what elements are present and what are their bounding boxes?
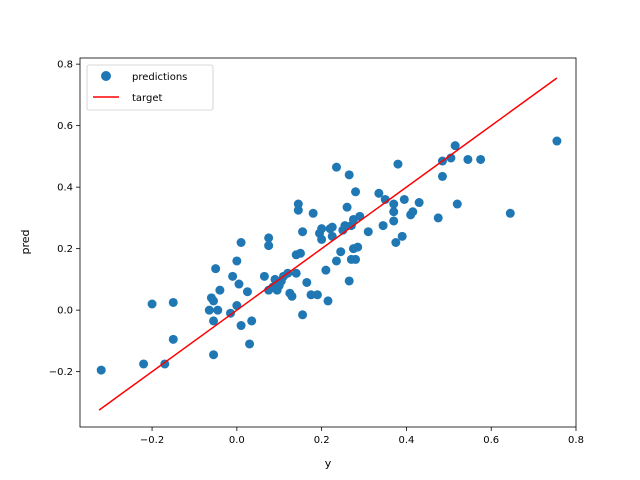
x-axis-label: y: [325, 457, 332, 470]
prediction-point: [317, 224, 327, 234]
x-tick-label: 0.6: [483, 435, 499, 446]
prediction-point: [232, 256, 242, 266]
prediction-point: [168, 297, 178, 307]
prediction-point: [247, 316, 257, 326]
prediction-point: [291, 268, 301, 278]
prediction-point: [139, 359, 149, 369]
prediction-point: [264, 241, 274, 251]
prediction-point: [378, 221, 388, 231]
prediction-point: [293, 205, 303, 215]
prediction-point: [452, 199, 462, 209]
target-line: [98, 77, 558, 411]
prediction-point: [264, 233, 274, 243]
prediction-point: [259, 271, 269, 281]
prediction-point: [552, 136, 562, 146]
prediction-point: [168, 334, 178, 344]
prediction-point: [389, 207, 399, 217]
prediction-point: [321, 265, 331, 275]
prediction-point: [295, 248, 305, 258]
prediction-point: [391, 238, 401, 247]
x-tick-label: 0.8: [568, 435, 584, 446]
legend-box: [86, 64, 214, 111]
prediction-point: [344, 170, 354, 180]
prediction-point: [242, 287, 252, 297]
legend-target-label: target: [132, 93, 162, 104]
x-tick-label: 0.4: [398, 435, 414, 446]
prediction-point: [331, 256, 341, 266]
x-tick-label: 0.2: [314, 435, 330, 446]
prediction-point: [209, 296, 219, 306]
y-tick-label: 0.8: [57, 60, 73, 71]
prediction-point: [213, 305, 223, 315]
prediction-point: [331, 162, 341, 172]
y-axis-ticks: −0.2 0.0 0.2 0.4 0.6 0.8: [49, 60, 80, 378]
axes-frame: [79, 57, 577, 428]
prediction-point: [433, 213, 443, 223]
prediction-point: [351, 187, 361, 197]
legend-predictions-marker: [101, 71, 111, 81]
y-tick-label: 0.4: [57, 183, 73, 194]
prediction-point: [505, 208, 515, 218]
prediction-point: [336, 247, 346, 257]
prediction-point: [317, 234, 327, 244]
prediction-point: [209, 316, 219, 326]
prediction-point: [344, 276, 354, 286]
prediction-point: [340, 221, 350, 231]
prediction-point: [397, 231, 407, 241]
prediction-point: [234, 279, 244, 289]
prediction-point: [342, 202, 352, 212]
prediction-point: [351, 254, 361, 264]
prediction-point: [236, 321, 246, 331]
plot-marks: [96, 77, 562, 411]
prediction-point: [245, 339, 255, 349]
legend: predictions target: [86, 64, 214, 111]
prediction-point: [298, 310, 308, 320]
y-tick-label: −0.2: [49, 367, 73, 378]
prediction-point: [308, 208, 318, 218]
y-tick-label: 0.2: [57, 244, 73, 255]
prediction-point: [209, 350, 219, 360]
prediction-point: [450, 141, 460, 151]
prediction-point: [393, 159, 403, 169]
prediction-point: [327, 222, 337, 232]
prediction-point: [323, 296, 333, 306]
x-axis-ticks: −0.2 0.0 0.2 0.4 0.6 0.8: [140, 427, 584, 446]
prediction-point: [306, 290, 316, 300]
prediction-point: [228, 271, 238, 281]
prediction-point: [353, 242, 363, 252]
prediction-point: [399, 194, 409, 204]
prediction-point: [298, 227, 308, 237]
prediction-point: [236, 238, 246, 247]
prediction-point: [312, 290, 322, 300]
prediction-point: [96, 365, 106, 375]
prediction-point: [437, 171, 447, 181]
y-tick-label: 0.6: [57, 121, 73, 132]
prediction-point: [463, 154, 473, 164]
prediction-point: [414, 198, 424, 208]
prediction-point: [147, 299, 157, 309]
prediction-point: [215, 285, 225, 295]
prediction-point: [363, 227, 373, 237]
y-tick-label: 0.0: [57, 306, 73, 317]
prediction-point: [374, 188, 384, 198]
prediction-point: [408, 207, 418, 217]
y-axis-label: pred: [19, 229, 32, 254]
prediction-point: [389, 216, 399, 226]
prediction-point: [211, 264, 221, 274]
prediction-point: [302, 277, 312, 287]
x-tick-label: 0.0: [229, 435, 245, 446]
prediction-point: [204, 305, 214, 315]
legend-predictions-label: predictions: [132, 72, 187, 83]
prediction-point: [293, 199, 303, 209]
prediction-point: [476, 154, 486, 164]
prediction-point: [389, 199, 399, 209]
prediction-point: [287, 291, 297, 301]
x-tick-label: −0.2: [140, 435, 164, 446]
